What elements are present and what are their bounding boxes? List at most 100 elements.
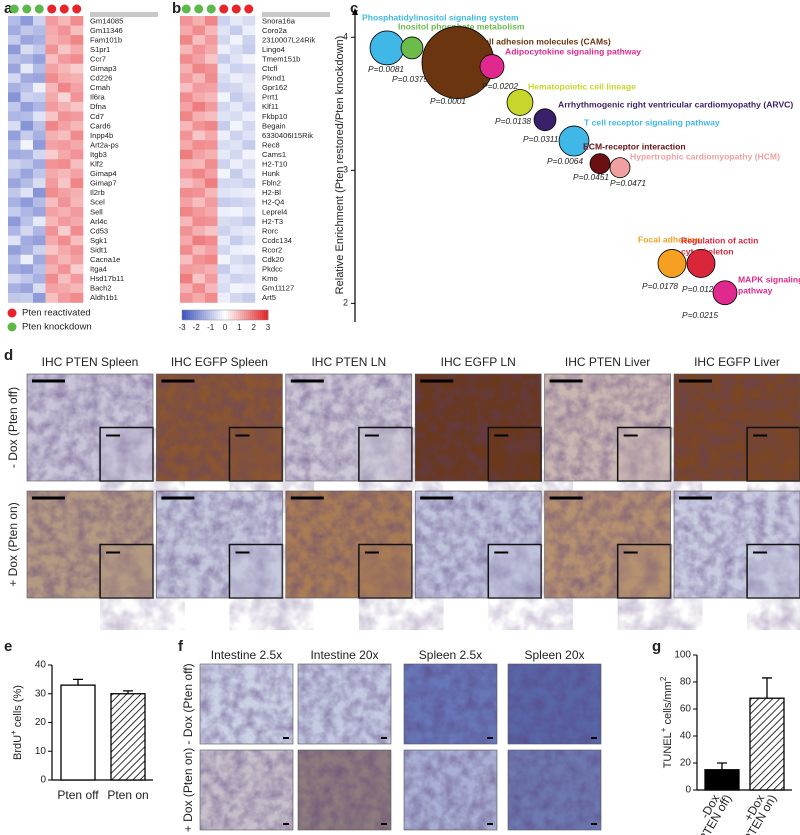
heatmap-cell xyxy=(33,235,46,246)
bubble xyxy=(657,249,687,278)
heatmap-cell xyxy=(8,73,21,84)
heatmap-cell xyxy=(45,63,59,74)
heatmap-cell xyxy=(192,111,206,122)
heatmap-cell xyxy=(20,35,34,45)
heatmap-cell xyxy=(8,130,21,141)
colorbar-step xyxy=(234,310,237,320)
heatmap-cell xyxy=(58,121,71,131)
y-axis-label-part: TUNEL xyxy=(662,732,674,768)
heatmap-cell xyxy=(230,245,243,256)
heatmap-cell xyxy=(205,216,218,227)
y-tick-label: 0 xyxy=(685,785,691,796)
heatmap-cell xyxy=(180,149,193,160)
y-tick-label: 10 xyxy=(35,746,47,757)
heatmap-cell xyxy=(8,159,21,170)
colorbar-step xyxy=(224,310,227,320)
p-value: P=0.0081 xyxy=(368,64,404,74)
heatmap-cell xyxy=(180,283,193,294)
y-tick-label: 2 xyxy=(343,298,348,308)
heatmap-cell xyxy=(58,149,71,160)
heatmap-cell xyxy=(70,245,84,256)
heatmap-cell xyxy=(70,111,84,122)
heatmap-cell xyxy=(20,292,34,303)
heatmap-cell xyxy=(217,264,231,275)
colorbar-tick: 2 xyxy=(251,323,256,332)
heatmap-cell xyxy=(230,264,243,275)
heatmap-cell xyxy=(8,216,21,227)
y-axis-label: BrdU+ cells (%) xyxy=(9,685,24,760)
gene-label: Gm11127 xyxy=(262,284,294,293)
y-tick-label: 40 xyxy=(680,731,692,742)
heatmap-cell xyxy=(242,226,256,236)
heatmap-cell xyxy=(205,92,218,103)
gene-label: Gm14085 xyxy=(90,16,123,25)
colorbar-step xyxy=(242,310,245,320)
colorbar-step xyxy=(264,310,267,320)
heatmap-cell xyxy=(45,283,59,294)
micrograph-frame xyxy=(673,490,800,599)
micrograph-frame xyxy=(507,663,602,745)
heatmap-cell xyxy=(205,159,218,170)
heatmap-cell xyxy=(45,197,59,208)
heatmap-cell xyxy=(20,54,34,65)
colorbar-step xyxy=(182,310,185,320)
heatmap-cell xyxy=(70,197,84,208)
heatmap-cell xyxy=(192,101,206,112)
heatmap-cell xyxy=(20,140,34,150)
heatmap-cell xyxy=(8,254,21,265)
heatmap-cell xyxy=(242,82,256,93)
column-title: Intestine 2.5x xyxy=(211,648,282,662)
heatmap-cell xyxy=(45,25,59,36)
heatmap-cell xyxy=(70,16,84,26)
column-title: IHC EGFP Liver xyxy=(694,355,780,369)
heatmap-cell xyxy=(217,226,231,236)
bubble xyxy=(609,157,631,179)
gene-label: Il6ra xyxy=(90,93,106,102)
heatmap-cell xyxy=(33,63,46,74)
inset-texture xyxy=(747,544,800,631)
heatmap-cell xyxy=(242,168,256,179)
heatmap-cell xyxy=(180,264,193,275)
gene-label: Cd226 xyxy=(90,74,112,83)
heatmap-cell xyxy=(8,16,21,26)
heatmap-cell xyxy=(230,130,243,141)
heatmap-cell xyxy=(8,54,21,65)
heatmap-cell xyxy=(242,73,256,84)
heatmap-cell xyxy=(45,121,59,131)
colorbar-step xyxy=(220,310,223,320)
heatmap-cell xyxy=(230,44,243,55)
heatmap-cell xyxy=(33,178,46,189)
y-tick-label: 80 xyxy=(680,677,692,688)
heatmap-cell xyxy=(205,245,218,256)
y-axis-label-part: cells/mm xyxy=(662,681,674,727)
heatmap-cell xyxy=(205,283,218,294)
gene-label: Gimap7 xyxy=(90,179,117,188)
gene-label: Fbln2 xyxy=(262,179,281,188)
heatmap-cell xyxy=(20,121,34,131)
heatmap-cell xyxy=(180,197,193,208)
heatmap-cell xyxy=(242,254,256,265)
y-axis-label-part: + xyxy=(659,727,668,732)
row-label: - Dox (Pten off) xyxy=(181,663,195,744)
heatmap-cell xyxy=(58,140,71,150)
colorbar-step xyxy=(236,310,239,320)
heatmap-cell xyxy=(45,273,59,284)
colorbar-step xyxy=(230,310,233,320)
bubble xyxy=(686,249,716,278)
heatmap-cell xyxy=(58,159,71,170)
heatmap-cell xyxy=(20,197,34,208)
y-axis-label: Relative Enrichment (Pten restored/Pten … xyxy=(334,36,346,295)
panel-label: d xyxy=(4,347,13,364)
heatmap-cell xyxy=(217,63,231,74)
colorbar-step xyxy=(226,310,229,320)
heatmap-cell xyxy=(33,111,46,122)
heatmap-cell xyxy=(20,44,34,55)
colorbar-tick: 3 xyxy=(266,323,271,332)
micrograph-frame xyxy=(297,663,392,745)
gene-label: 2310007L24Rik xyxy=(262,35,315,44)
heatmap-cell xyxy=(230,235,243,246)
heatmap-cell xyxy=(20,168,34,179)
heatmap-cell xyxy=(70,101,84,112)
gene-label: H2-T3 xyxy=(262,217,283,226)
heatmap-cell xyxy=(230,63,243,74)
